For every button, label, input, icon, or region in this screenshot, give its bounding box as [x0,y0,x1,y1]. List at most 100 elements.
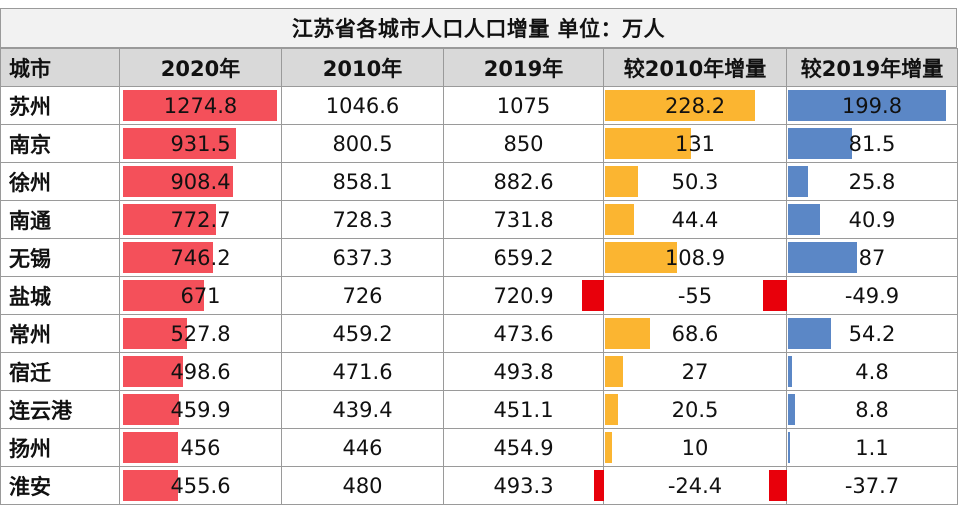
value-2020-cell: 459.9 [119,390,282,429]
delta-2019-value: 1.1 [855,435,889,460]
delta-2010-bar [605,166,638,197]
value-2020-cell: 498.6 [119,352,282,391]
city-name: 宿迁 [0,352,120,391]
delta-2019-cell: 1.1 [786,428,958,467]
value-2019: 1075 [443,86,604,125]
table-row: 连云港 459.9 439.4 451.1 20.5 8.8 [0,390,958,429]
table-row: 盐城 671 726 720.9 -55 -49.9 [0,276,958,315]
value-2010: 637.3 [281,238,444,277]
value-2019: 659.2 [443,238,604,277]
delta-2010-cell: 131 [603,124,787,163]
table-row: 扬州 456 446 454.9 10 1.1 [0,428,958,467]
city-name: 连云港 [0,390,120,429]
value-2010: 459.2 [281,314,444,353]
value-2020: 498.6 [170,359,231,384]
table-row: 苏州 1274.8 1046.6 1075 228.2 199.8 [0,86,958,125]
city-name: 常州 [0,314,120,353]
delta-2010-value: -24.4 [667,473,723,498]
delta-2010-value: 131 [674,131,716,156]
bar-2020 [123,432,178,463]
bar-2020 [123,128,236,159]
bar-2020 [123,204,216,235]
bar-2020 [123,166,233,197]
city-name: 徐州 [0,162,120,201]
value-2019: 882.6 [443,162,604,201]
value-2019: 454.9 [443,428,604,467]
value-2010: 858.1 [281,162,444,201]
delta-2019-cell: 8.8 [786,390,958,429]
city-name: 扬州 [0,428,120,467]
value-2019: 720.9 [443,276,604,315]
bar-2020 [123,280,204,311]
table-title: 江苏省各城市人口人口增量 单位：万人 [0,8,957,48]
value-2010: 439.4 [281,390,444,429]
value-2019: 731.8 [443,200,604,239]
delta-2010-value: 10 [681,435,709,460]
delta-2019-cell: -37.7 [769,466,958,505]
value-2019: 493.3 [443,466,604,505]
value-2020-cell: 671 [119,276,282,315]
value-2020-cell: 455.6 [119,466,282,505]
delta-2019-bar [788,204,820,235]
bar-2020 [123,318,187,349]
value-2020-cell: 1274.8 [119,86,282,125]
city-name: 盐城 [0,276,120,315]
delta-2019-cell: 87 [786,238,958,277]
value-2020: 671 [180,283,221,308]
city-name: 南京 [0,124,120,163]
value-2020: 931.5 [170,131,231,156]
delta-2010-bar [605,432,612,463]
delta-2010-bar [605,318,650,349]
delta-2019-value: 54.2 [848,321,896,346]
delta-2019-bar [788,90,946,121]
delta-2010-bar [582,280,604,311]
value-2020: 746.2 [170,245,231,270]
delta-2019-bar [788,128,852,159]
value-2010: 471.6 [281,352,444,391]
value-2010: 726 [281,276,444,315]
delta-2019-value: 25.8 [848,169,896,194]
delta-2019-bar [763,280,787,311]
delta-2010-cell: -24.4 [594,466,787,505]
delta-2010-bar [605,90,755,121]
delta-2019-value: 8.8 [855,397,889,422]
value-2020: 456 [180,435,221,460]
delta-2019-cell: -49.9 [763,276,958,315]
bar-2020 [123,356,183,387]
delta-2019-cell: 81.5 [786,124,958,163]
delta-2010-cell: 10 [603,428,787,467]
delta-2019-cell: 40.9 [786,200,958,239]
header-city: 城市 [0,48,120,87]
table-row: 宿迁 498.6 471.6 493.8 27 4.8 [0,352,958,391]
delta-2010-cell: -55 [582,276,787,315]
header-2020: 2020年 [119,48,282,87]
value-2020-cell: 527.8 [119,314,282,353]
city-name: 无锡 [0,238,120,277]
delta-2010-cell: 27 [603,352,787,391]
delta-2019-value: -37.7 [844,473,900,498]
delta-2010-value: 50.3 [671,169,719,194]
delta-2010-value: -55 [677,283,713,308]
value-2020: 459.9 [170,397,231,422]
delta-2019-value: -49.9 [844,283,900,308]
delta-2019-cell: 25.8 [786,162,958,201]
delta-2010-cell: 20.5 [603,390,787,429]
delta-2010-cell: 228.2 [603,86,787,125]
delta-2010-cell: 108.9 [603,238,787,277]
delta-2010-value: 108.9 [664,245,726,270]
value-2019: 451.1 [443,390,604,429]
delta-2010-value: 27 [681,359,709,384]
value-2020-cell: 931.5 [119,124,282,163]
delta-2010-value: 228.2 [664,93,726,118]
delta-2019-cell: 4.8 [786,352,958,391]
delta-2010-value: 44.4 [671,207,719,232]
value-2010: 480 [281,466,444,505]
value-2010: 728.3 [281,200,444,239]
delta-2010-bar [605,242,677,273]
value-2020: 455.6 [170,473,231,498]
delta-2010-cell: 68.6 [603,314,787,353]
header-row: 城市 2020年 2010年 2019年 较2010年增量 较2019年增量 [0,48,958,87]
delta-2019-cell: 54.2 [786,314,958,353]
delta-2010-bar [605,204,634,235]
delta-2019-bar [769,470,787,501]
